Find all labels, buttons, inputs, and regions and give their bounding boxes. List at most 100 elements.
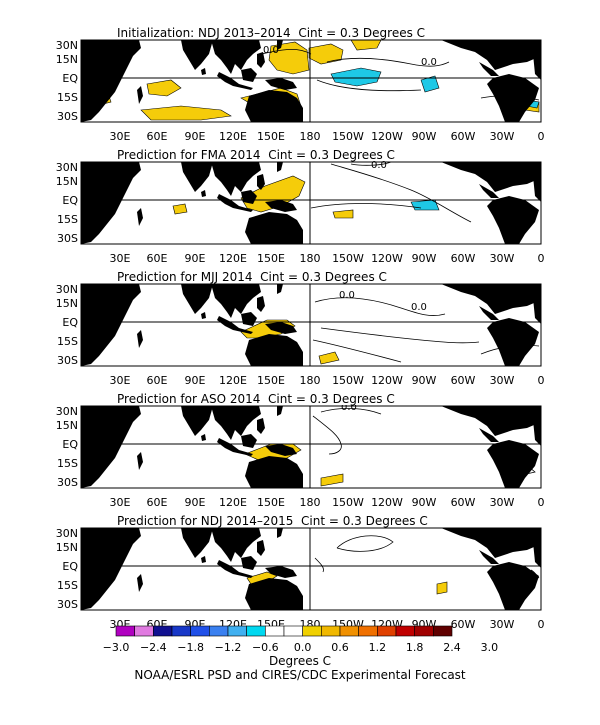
legend-color-box bbox=[115, 625, 135, 637]
land-mass bbox=[245, 334, 303, 366]
lon-label: 0 bbox=[537, 374, 545, 387]
land-mass bbox=[137, 452, 143, 470]
warm-anomaly-area bbox=[172, 203, 188, 215]
land-mass bbox=[245, 578, 303, 610]
legend-color-box bbox=[414, 625, 434, 637]
land-mass bbox=[211, 528, 261, 562]
lon-label: 0 bbox=[537, 496, 545, 509]
land-mass bbox=[217, 560, 253, 578]
contour-label: 0.0 bbox=[263, 45, 279, 56]
lat-label: 30S bbox=[57, 110, 78, 123]
land-mass bbox=[487, 74, 539, 122]
land-mass bbox=[211, 162, 261, 196]
lon-label: 150W bbox=[332, 252, 364, 265]
legend-colorbar bbox=[115, 625, 453, 637]
land-mass bbox=[257, 52, 265, 68]
forecast-panel-1: Initialization: NDJ 2013–2014 Cint = 0.3… bbox=[0, 27, 600, 145]
lon-label: 30W bbox=[489, 618, 515, 631]
legend-color-box bbox=[171, 625, 191, 637]
lon-label: 180 bbox=[299, 618, 321, 631]
lat-label: 30S bbox=[57, 598, 78, 611]
land-mass bbox=[277, 406, 283, 416]
lon-label: 120E bbox=[219, 374, 247, 387]
anomaly-map: 0.0 bbox=[80, 405, 542, 489]
lon-label: 90E bbox=[184, 374, 206, 387]
legend-color-box bbox=[190, 625, 210, 637]
land-mass bbox=[487, 562, 539, 610]
land-mass bbox=[533, 296, 541, 324]
panel-title: Prediction for FMA 2014 Cint = 0.3 Degre… bbox=[117, 148, 395, 162]
land-mass bbox=[257, 418, 265, 434]
land-mass bbox=[533, 540, 541, 568]
land-mass bbox=[137, 208, 143, 226]
warm-anomaly-area bbox=[146, 79, 182, 97]
land-mass bbox=[181, 284, 213, 314]
land-mass bbox=[137, 330, 143, 348]
legend-tick-label: 2.4 bbox=[443, 641, 461, 654]
lon-label: 30E bbox=[109, 374, 131, 387]
zero-contour bbox=[314, 297, 446, 316]
zero-contour bbox=[330, 163, 472, 223]
lon-label: 150E bbox=[257, 130, 285, 143]
legend-tick-label: 0.6 bbox=[331, 641, 349, 654]
legend-color-box bbox=[246, 625, 266, 637]
land-mass bbox=[479, 306, 499, 320]
land-mass bbox=[265, 322, 297, 334]
lon-label: 30E bbox=[109, 130, 131, 143]
zero-contour bbox=[316, 79, 422, 92]
land-mass bbox=[479, 184, 499, 198]
lat-label: 30N bbox=[55, 283, 78, 296]
legend-tick-label: 1.2 bbox=[368, 641, 387, 654]
zero-contour bbox=[260, 49, 312, 55]
panel-title: Prediction for NDJ 2014–2015 Cint = 0.3 … bbox=[117, 514, 428, 528]
lon-label: 150W bbox=[332, 496, 364, 509]
land-mass bbox=[217, 316, 253, 334]
lat-label: 30N bbox=[55, 161, 78, 174]
legend-color-box bbox=[321, 625, 341, 637]
zero-contour bbox=[320, 327, 480, 344]
legend-color-box bbox=[339, 625, 359, 637]
cool-anomaly-area bbox=[420, 75, 440, 93]
lat-label: 15N bbox=[55, 175, 78, 188]
lon-label: 150W bbox=[332, 618, 364, 631]
legend-color-box bbox=[377, 625, 397, 637]
land-mass bbox=[479, 428, 499, 442]
land-mass bbox=[211, 40, 261, 74]
forecast-panel-5: Prediction for NDJ 2014–2015 Cint = 0.3 … bbox=[0, 515, 600, 633]
lon-label: 120W bbox=[371, 374, 403, 387]
lon-label: 60W bbox=[450, 618, 476, 631]
map-frame bbox=[80, 283, 542, 367]
zero-contour bbox=[312, 339, 402, 363]
lon-label: 60W bbox=[450, 252, 476, 265]
forecast-panel-2: Prediction for FMA 2014 Cint = 0.3 Degre… bbox=[0, 149, 600, 267]
lat-label: 15S bbox=[57, 91, 78, 104]
map-frame bbox=[80, 405, 542, 489]
lon-label: 120W bbox=[371, 252, 403, 265]
contour-label: 0.0 bbox=[421, 57, 437, 68]
lon-label: 60W bbox=[450, 496, 476, 509]
lon-label: 90E bbox=[184, 618, 206, 631]
land-mass bbox=[201, 68, 206, 75]
lat-label: 15N bbox=[55, 419, 78, 432]
land-mass bbox=[217, 194, 253, 212]
lon-label: 90E bbox=[184, 496, 206, 509]
lon-label: 60W bbox=[450, 374, 476, 387]
legend-tick-label: 3.0 bbox=[480, 641, 499, 654]
land-mass bbox=[487, 196, 539, 244]
lon-label: 90W bbox=[411, 618, 437, 631]
map-frame bbox=[80, 39, 542, 123]
legend-color-box bbox=[283, 625, 303, 637]
lon-label: 60E bbox=[146, 252, 168, 265]
legend-color-box bbox=[358, 625, 378, 637]
land-mass bbox=[533, 174, 541, 202]
land-mass bbox=[277, 284, 283, 294]
legend-color-box bbox=[134, 625, 154, 637]
lon-label: 120E bbox=[219, 130, 247, 143]
lon-label: 90E bbox=[184, 130, 206, 143]
legend-color-box bbox=[265, 625, 285, 637]
land-mass bbox=[181, 162, 213, 192]
legend-title: Degrees C bbox=[268, 654, 332, 668]
land-mass bbox=[265, 78, 297, 90]
legend-color-box bbox=[302, 625, 322, 637]
land-mass bbox=[257, 296, 265, 312]
